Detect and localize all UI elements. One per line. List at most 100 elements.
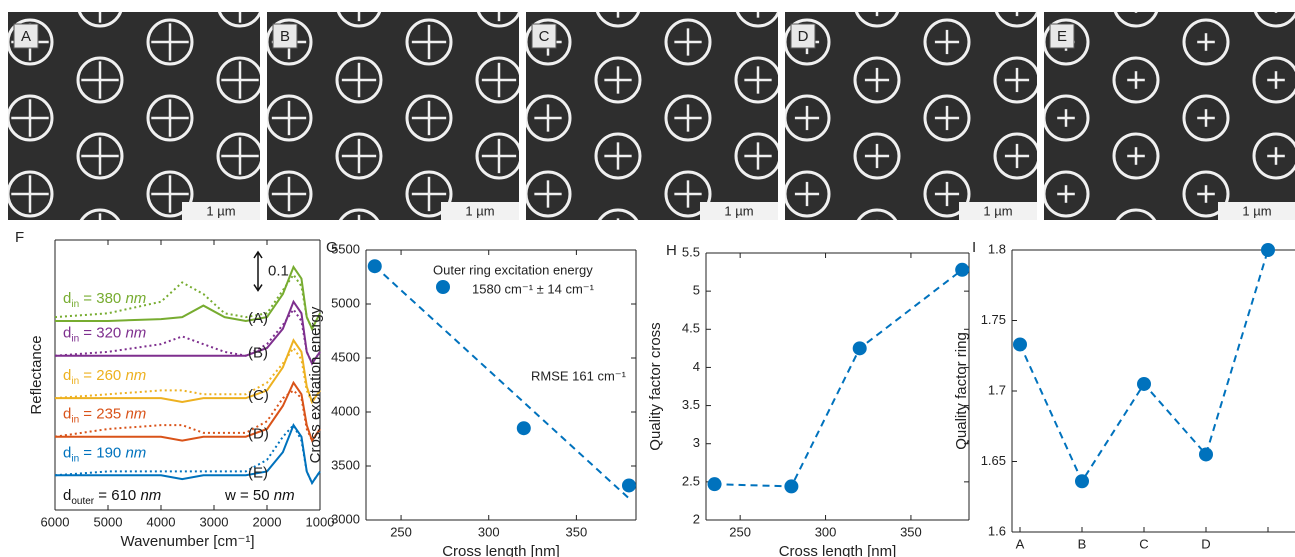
ring xyxy=(335,132,383,180)
ring xyxy=(127,248,171,292)
y-tick-label: 1.6 xyxy=(988,523,1006,538)
label-part: in xyxy=(71,376,79,387)
ring xyxy=(526,94,572,142)
ring xyxy=(597,208,639,220)
ring xyxy=(1182,18,1230,66)
point xyxy=(784,479,799,494)
series-name: (D) xyxy=(248,426,269,443)
label-part: d xyxy=(63,487,71,504)
x-tick-label: 6000 xyxy=(41,514,70,529)
line xyxy=(714,268,963,488)
x-axis-label: Cross length [nm] xyxy=(779,543,897,557)
ring xyxy=(146,170,194,218)
series-label: din = 380 nm xyxy=(63,290,146,310)
x-tick-label: 350 xyxy=(566,524,588,539)
panel-label: D xyxy=(798,28,809,45)
ring xyxy=(734,132,778,180)
label-part: nm xyxy=(125,367,146,384)
ring xyxy=(146,18,194,66)
label-part: w = 50 xyxy=(224,487,274,504)
scale-bar xyxy=(441,202,519,220)
ring xyxy=(1182,94,1230,142)
ring xyxy=(993,132,1037,180)
y-axis-label: Reflectance xyxy=(28,335,45,414)
point xyxy=(1137,376,1151,391)
label-part: d xyxy=(63,325,71,342)
ring xyxy=(8,170,54,218)
ring xyxy=(595,12,641,28)
micrograph: D 1 µm xyxy=(785,12,1249,292)
y-tick-label: 3.5 xyxy=(682,397,700,412)
ring xyxy=(1112,132,1160,180)
y-tick-label: 5.5 xyxy=(682,244,700,259)
ring xyxy=(735,12,778,28)
micrograph-bg xyxy=(785,12,1037,220)
ring xyxy=(8,94,54,142)
scale-bar xyxy=(700,202,778,220)
spectrum-dotted xyxy=(54,389,321,443)
pattern xyxy=(1044,12,1295,220)
y-tick-label: 5 xyxy=(693,283,700,298)
spectrum xyxy=(55,264,321,331)
ring xyxy=(76,56,124,104)
ring xyxy=(405,170,453,218)
panel-label: G xyxy=(326,239,338,256)
x-tick-label: 1000 xyxy=(306,514,335,529)
ring xyxy=(664,170,712,218)
panel-label: H xyxy=(666,242,677,259)
ring xyxy=(216,56,260,104)
y-tick-label: 2.5 xyxy=(682,473,700,488)
ring xyxy=(217,12,260,28)
panel-label: I xyxy=(972,239,976,256)
y-tick-label: 2 xyxy=(693,511,700,526)
y-tick-label: 1.65 xyxy=(981,453,1006,468)
micrograph: E 1 µm xyxy=(1044,12,1295,220)
ring xyxy=(336,12,382,28)
ring xyxy=(1044,94,1090,142)
x-tick-label: 300 xyxy=(815,524,837,539)
y-tick-label: 4 xyxy=(693,359,700,374)
ring xyxy=(1044,18,1090,66)
spectrum xyxy=(55,299,321,366)
ring xyxy=(267,94,313,142)
ring xyxy=(1252,56,1295,104)
ring xyxy=(664,94,712,142)
panel-label-box xyxy=(531,23,557,49)
y-tick-label: 4.5 xyxy=(682,321,700,336)
ring xyxy=(1205,248,1249,292)
point xyxy=(955,262,970,277)
y-tick-label: 5500 xyxy=(331,241,360,256)
ring xyxy=(338,208,380,220)
ring xyxy=(853,132,901,180)
series-label: din = 190 nm xyxy=(63,444,146,464)
label-part: d xyxy=(63,367,71,384)
fit-line xyxy=(374,265,630,500)
label-part: nm xyxy=(125,406,146,423)
x-tick-label: B xyxy=(1078,536,1087,551)
label-part: in xyxy=(71,453,79,464)
ring xyxy=(216,132,260,180)
label-part: nm xyxy=(274,487,295,504)
y-tick-label: 1.8 xyxy=(988,241,1006,256)
x-tick-label: D xyxy=(1201,536,1210,551)
micrograph: B 1 µm xyxy=(127,12,519,292)
label-part: = 235 xyxy=(79,406,125,423)
ring xyxy=(1115,208,1157,220)
ring xyxy=(475,56,519,104)
annotation: 1580 cm⁻¹ ± 14 cm⁻¹ xyxy=(472,281,595,296)
scale-bar-label: 1 µm xyxy=(1242,203,1271,218)
ring xyxy=(1112,56,1160,104)
fit-label: RMSE 161 cm⁻¹ xyxy=(531,368,627,383)
ring xyxy=(594,56,642,104)
ring xyxy=(335,56,383,104)
ring xyxy=(1086,248,1130,292)
y-axis-label: Quality factor ring xyxy=(953,332,970,450)
ring xyxy=(8,248,52,292)
y-tick-label: 3500 xyxy=(331,457,360,472)
ring xyxy=(785,18,831,66)
y-tick-label: 3000 xyxy=(331,511,360,526)
scale-bar-label: 1 µm xyxy=(983,203,1012,218)
ring xyxy=(76,132,124,180)
label-part: = 320 xyxy=(79,325,125,342)
